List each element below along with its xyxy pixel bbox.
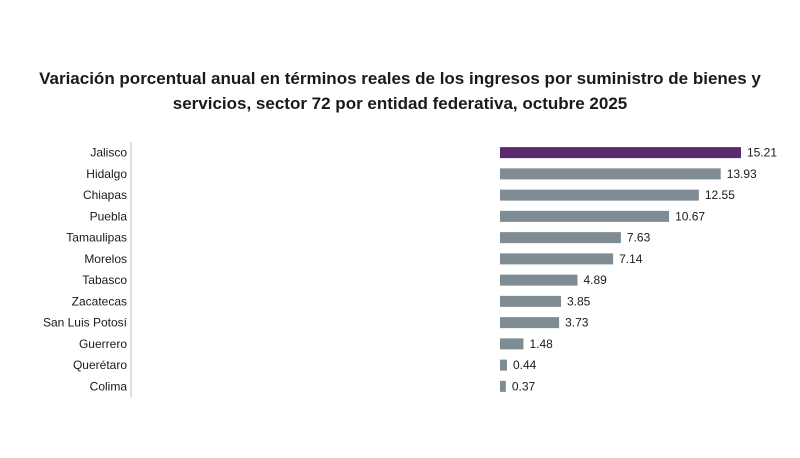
bar [500, 359, 507, 371]
category-label: Querétaro [73, 358, 127, 372]
bar [500, 210, 670, 222]
data-label: 0.44 [513, 358, 537, 372]
data-label: 12.55 [705, 188, 735, 202]
bar [500, 168, 721, 180]
bar [500, 189, 699, 201]
data-label: 13.93 [727, 167, 757, 181]
chart-title-line-2: servicios, sector 72 por entidad federat… [172, 94, 628, 113]
data-label: 15.21 [747, 146, 777, 160]
category-label: San Luis Potosí [43, 316, 128, 330]
bar [500, 380, 506, 392]
bar [500, 147, 741, 159]
category-label: Tabasco [82, 273, 127, 287]
category-label: Chiapas [83, 188, 127, 202]
bar [500, 232, 621, 244]
bar [500, 317, 560, 329]
category-label: Tamaulipas [66, 231, 127, 245]
bar [500, 338, 524, 350]
bar [500, 253, 614, 265]
bar [500, 274, 578, 286]
data-label: 4.89 [583, 273, 607, 287]
data-label: 3.85 [567, 294, 591, 308]
category-label: Jalisco [90, 146, 127, 160]
data-label: 0.37 [512, 379, 536, 393]
category-label: Zacatecas [72, 294, 127, 308]
data-label: 7.14 [619, 252, 643, 266]
chart-title: Variación porcentual anual en términos r… [0, 66, 800, 116]
bar [500, 295, 562, 307]
chart-title-line-1: Variación porcentual anual en términos r… [39, 69, 761, 88]
category-label: Hidalgo [86, 167, 127, 181]
data-label: 3.73 [565, 316, 589, 330]
data-label: 7.63 [627, 231, 651, 245]
category-label: Guerrero [79, 337, 127, 351]
category-label: Morelos [84, 252, 127, 266]
category-label: Colima [90, 379, 128, 393]
category-label: Puebla [90, 209, 128, 223]
data-label: 10.67 [675, 209, 705, 223]
data-label: 1.48 [529, 337, 553, 351]
